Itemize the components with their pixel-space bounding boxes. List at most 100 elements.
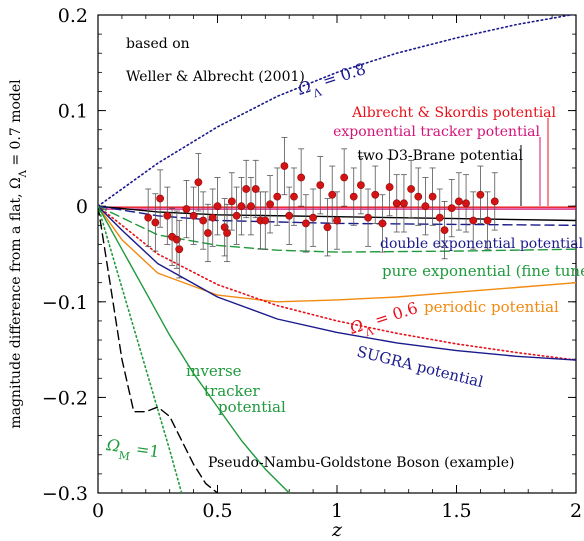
data-point (182, 179, 191, 239)
point-marker (297, 173, 306, 182)
point-marker (213, 202, 222, 211)
series-line-0 (98, 15, 575, 207)
data-point (237, 177, 246, 236)
point-marker (469, 216, 478, 225)
data-point (302, 194, 310, 253)
point-marker (447, 204, 456, 213)
data-point (261, 191, 270, 250)
label-pngb: Pseudo-Nambu-Goldstone Boson (example) (208, 455, 515, 471)
label-omega-m-1: ΩM =1 (104, 435, 161, 467)
point-marker (385, 183, 394, 191)
data-point (323, 198, 332, 257)
point-marker (483, 216, 492, 225)
data-point (440, 201, 449, 260)
point-marker (400, 199, 408, 208)
data-point (316, 156, 325, 215)
annotation-based-on: based on (126, 36, 190, 52)
point-marker (356, 181, 365, 190)
data-point (175, 220, 184, 279)
y-tick-label: 0 (76, 196, 88, 218)
y-tick-label: 0.2 (58, 5, 88, 27)
point-marker (323, 223, 332, 232)
data-point (199, 191, 208, 250)
label-inverse-tracker-2: tracker (204, 382, 261, 400)
point-marker (490, 197, 499, 206)
data-point (156, 169, 165, 228)
x-tick-labels: 0 0.5 1 1.5 2 (92, 500, 582, 522)
data-point (421, 177, 430, 236)
point-marker (440, 226, 449, 234)
point-marker (407, 185, 415, 193)
data-point (447, 179, 456, 238)
point-marker (392, 199, 401, 208)
point-marker (163, 211, 172, 220)
point-marker (237, 202, 246, 211)
data-point (428, 167, 437, 226)
point-marker (266, 200, 274, 209)
label-inverse-tracker-1: inverse (186, 362, 242, 380)
data-point (483, 191, 492, 250)
data-point (266, 175, 274, 234)
point-marker (364, 213, 372, 222)
data-point (476, 165, 485, 224)
series-line-8 (98, 205, 576, 361)
data-point (242, 159, 251, 219)
label-exponential-tracker: exponential tracker potential (333, 124, 540, 140)
data-point (144, 188, 153, 247)
data-point (247, 177, 255, 236)
label-sugra: SUGRA potential (355, 342, 485, 391)
data-point (364, 188, 372, 247)
point-marker (247, 202, 255, 211)
data-point (333, 191, 341, 250)
point-marker (189, 211, 198, 220)
x-tick-label: 0 (92, 500, 104, 522)
data-point (232, 186, 241, 245)
point-marker (290, 192, 298, 201)
data-point (285, 186, 294, 245)
point-marker (261, 216, 270, 225)
point-marker (144, 213, 153, 222)
data-point (213, 177, 222, 236)
data-point (378, 194, 387, 253)
data-point (220, 198, 229, 257)
data-point (204, 203, 212, 263)
point-marker (349, 192, 358, 201)
series-line-6 (98, 205, 576, 303)
point-marker (208, 213, 217, 222)
point-marker (194, 178, 203, 187)
point-marker (232, 211, 241, 220)
label-periodic: periodic potential (424, 298, 559, 316)
data-point (189, 186, 198, 245)
data-point (227, 172, 236, 231)
point-marker (227, 197, 236, 206)
point-marker (172, 235, 181, 244)
data-point (435, 188, 444, 247)
y-tick-label: −0.2 (42, 387, 88, 409)
data-point (340, 148, 349, 207)
point-marker (340, 173, 349, 182)
data-point (163, 186, 172, 245)
data-point (407, 159, 415, 219)
point-marker (462, 199, 470, 208)
point-marker (182, 205, 191, 213)
data-point (490, 172, 499, 231)
series-line-7 (98, 205, 576, 361)
x-tick-label: 1 (331, 500, 343, 522)
label-inverse-tracker-3: potential (218, 398, 286, 416)
data-point (273, 167, 282, 226)
data-point (356, 156, 365, 215)
data-point (349, 167, 358, 226)
series-line-9 (98, 205, 290, 493)
label-pure-exponential: pure exponential (fine tuned) (382, 262, 584, 280)
y-tick-label: −0.3 (42, 483, 88, 505)
x-tick-label: 1.5 (441, 500, 471, 522)
annotation-weller-albrecht: Weller & Albrecht (2001) (126, 69, 305, 85)
y-axis-label: magnitude difference from a flat, ΩΛ = 0… (8, 79, 29, 429)
label-double-exponential: double exponential potential (380, 236, 584, 252)
data-point (385, 157, 394, 217)
series-line-10 (98, 205, 219, 493)
data-point (297, 148, 306, 207)
x-axis-label: z (331, 519, 343, 537)
x-tick-label: 0.5 (202, 500, 232, 522)
